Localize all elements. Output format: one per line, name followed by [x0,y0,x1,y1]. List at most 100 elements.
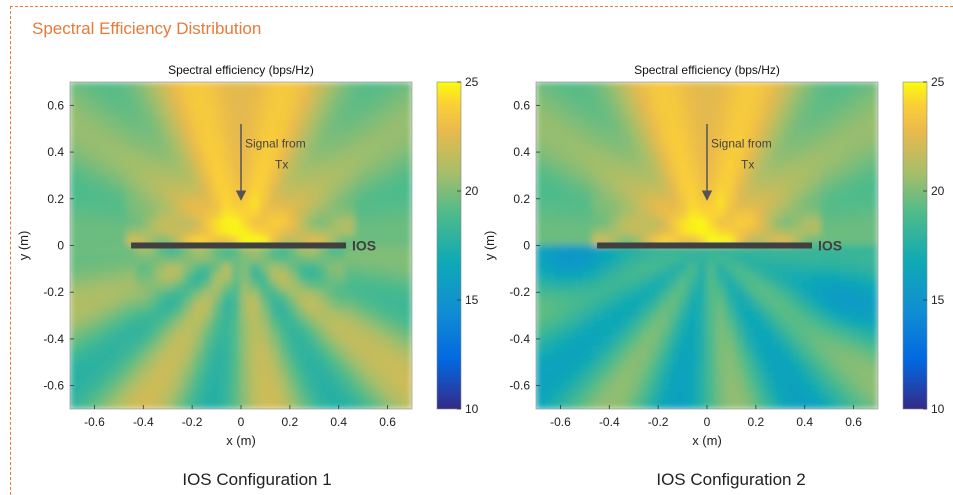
heatmap-cell [354,199,365,210]
heatmap-cell [345,117,356,128]
heatmap-cell [611,154,622,165]
heatmap-cell [649,163,660,174]
heatmap-cell [212,199,223,210]
heatmap-cell [354,163,365,174]
heatmap-cell [820,199,831,210]
heatmap-cell [602,217,613,228]
heatmap-cell [554,82,565,92]
heatmap-cell [107,354,118,365]
y-tick-label: 0.4 [47,145,64,159]
heatmap-cell [792,99,803,110]
heatmap-cell [250,281,261,292]
heatmap-cell [402,344,412,355]
heatmap-cell [754,281,765,292]
heatmap-cell [136,235,147,246]
heatmap-cell [307,254,318,265]
heatmap-cell [536,399,546,409]
heatmap-cell [811,363,822,374]
heatmap-cell [801,181,812,192]
heatmap-cell [811,354,822,365]
heatmap-cell [288,199,299,210]
heatmap-cell [193,335,204,346]
heatmap-cell [811,181,822,192]
heatmap-cell [136,208,147,219]
heatmap-cell [259,354,270,365]
heatmap-cell [307,117,318,128]
heatmap-cell [763,90,774,101]
heatmap-cell [136,326,147,337]
heatmap-cell [782,335,793,346]
heatmap-cell [88,82,99,92]
heatmap-cell [164,99,175,110]
heatmap-cell [583,335,594,346]
heatmap-cell [240,99,251,110]
heatmap-cell [621,263,632,274]
heatmap-cell [221,245,232,256]
heatmap-cell [811,281,822,292]
heatmap-cell [849,317,860,328]
heatmap-cell [744,326,755,337]
heatmap-cell [326,99,337,110]
heatmap-cell [126,317,137,328]
heatmap-cell [782,354,793,365]
heatmap-cell [858,263,869,274]
heatmap-cell [573,126,584,137]
heatmap-cell [801,163,812,174]
heatmap-cell [687,108,698,119]
heatmap-cell [174,308,185,319]
heatmap-cell [240,126,251,137]
heatmap-cell [392,272,403,283]
heatmap-cell [155,226,166,237]
heatmap-cell [801,390,812,401]
heatmap-cell [640,181,651,192]
heatmap-cell [269,235,280,246]
heatmap-cell [221,99,232,110]
heatmap-cell [744,299,755,310]
heatmap-cell [174,344,185,355]
heatmap-cell [202,363,213,374]
heatmap-cell [697,363,708,374]
heatmap-cell [250,308,261,319]
heatmap-cell [364,299,375,310]
heatmap-cell [250,326,261,337]
heatmap-cell [155,208,166,219]
heatmap-cell [259,254,270,265]
heatmap-cell [811,226,822,237]
heatmap-cell [326,217,337,228]
heatmap-cell [202,399,213,409]
heatmap-cell [288,399,299,409]
heatmap-cell [716,290,727,301]
heatmap-cell [564,217,575,228]
heatmap-cell [716,199,727,210]
heatmap-cell [716,254,727,265]
heatmap-cell [250,217,261,228]
heatmap-cell [801,317,812,328]
heatmap-cell [687,254,698,265]
heatmap-cell [183,399,194,409]
heatmap-cell [716,281,727,292]
x-tick-label: -0.4 [599,415,620,429]
heatmap-cell [858,381,869,392]
heatmap-cell [316,154,327,165]
heatmap-cell [554,308,565,319]
heatmap-cell [98,126,109,137]
heatmap-cell [573,235,584,246]
heatmap-cell [621,181,632,192]
heatmap-cell [792,263,803,274]
heatmap-cell [297,290,308,301]
heatmap-cell [782,245,793,256]
heatmap-cell [545,226,556,237]
heatmap-cell [659,308,670,319]
heatmap-cell [630,208,641,219]
heatmap-cell [668,126,679,137]
heatmap-cell [278,172,289,183]
heatmap-cell [183,199,194,210]
heatmap-cell [345,199,356,210]
heatmap-cell [269,317,280,328]
heatmap-cell [564,272,575,283]
heatmap-cell [754,326,765,337]
x-tick-label: 0.4 [330,415,347,429]
x-tick-label: 0.2 [282,415,299,429]
heatmap-cell [716,399,727,409]
heatmap-cell [231,136,242,147]
